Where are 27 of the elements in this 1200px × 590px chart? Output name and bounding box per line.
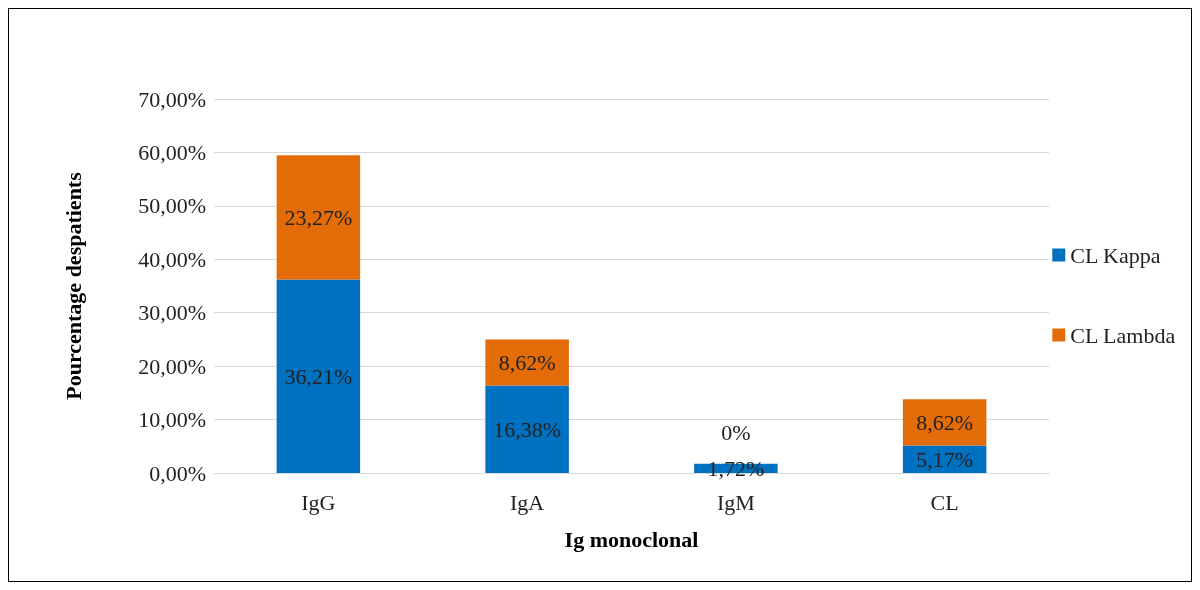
x-tick-label: IgA — [510, 489, 545, 515]
data-label: 23,27% — [284, 204, 353, 230]
y-tick-label: 40,00% — [138, 246, 206, 272]
data-label: 8,62% — [498, 349, 556, 375]
x-axis-title: Ig monoclonal — [564, 526, 699, 552]
y-tick-label: 50,00% — [138, 193, 206, 219]
bar — [276, 155, 361, 280]
data-label: 8,62% — [916, 409, 974, 435]
y-tick-label: 0,00% — [149, 460, 206, 486]
x-tick-label: CL — [930, 489, 959, 515]
bar — [485, 385, 569, 473]
y-tick-label: 10,00% — [138, 407, 206, 433]
bar — [276, 279, 361, 473]
y-tick-label: 30,00% — [138, 300, 206, 326]
y-tick-label: 20,00% — [138, 353, 206, 379]
y-tick-label: 60,00% — [138, 139, 206, 165]
legend-label: CL Lambda — [1070, 322, 1176, 348]
data-label: 5,17% — [916, 446, 974, 472]
data-label: 36,21% — [284, 363, 353, 389]
x-tick-label: IgM — [716, 489, 755, 515]
legend-label: CL Kappa — [1070, 242, 1161, 268]
y-axis-title: Pourcentage despatients — [60, 171, 86, 400]
data-label: 16,38% — [493, 416, 562, 442]
y-tick-label: 70,00% — [138, 86, 206, 112]
data-label: 0% — [721, 420, 751, 446]
x-tick-label: IgG — [301, 489, 336, 515]
bar — [485, 339, 569, 386]
